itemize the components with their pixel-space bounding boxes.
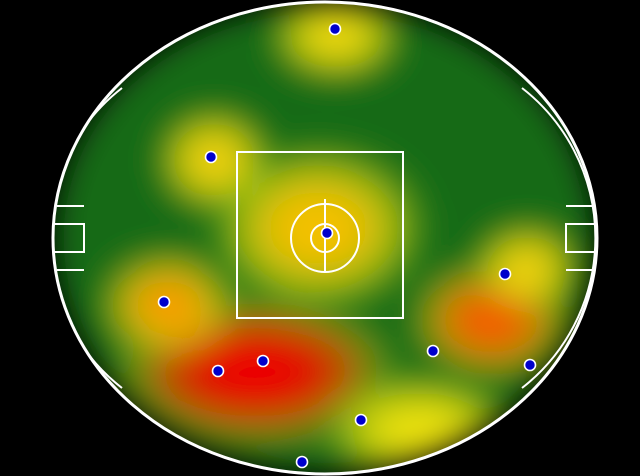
fifty-arc-right [521,87,597,389]
warm-zone-top-center [264,2,408,84]
goal-square-right [565,223,597,253]
data-points-layer [157,22,537,469]
point-bottom-center[interactable] [295,455,309,469]
point-right-forward[interactable] [426,344,440,358]
point-bottom-mid[interactable] [354,413,368,427]
center-square [236,151,404,319]
point-left-pocket[interactable] [211,364,225,378]
point-left-forward[interactable] [256,354,270,368]
point-left-half-forward[interactable] [204,150,218,164]
warm-zone-right-back [469,220,585,316]
point-right-pocket[interactable] [523,358,537,372]
ground-markings-layer [51,0,599,476]
point-right-back[interactable] [498,267,512,281]
point-left-wing[interactable] [157,295,171,309]
point-center-bounce[interactable] [320,226,334,240]
goal-square-left [53,223,85,253]
point-top-center[interactable] [328,22,342,36]
